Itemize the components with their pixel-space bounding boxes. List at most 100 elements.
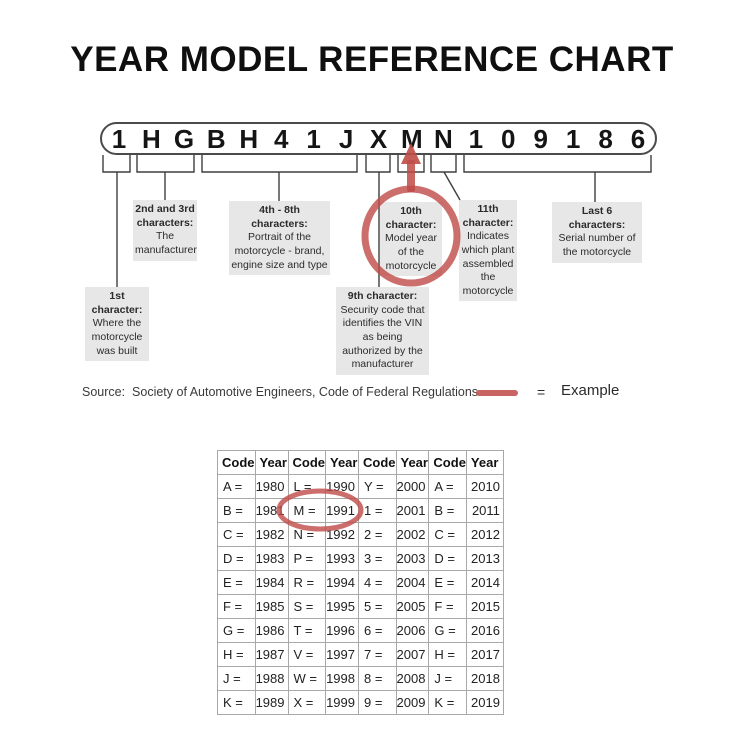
table-row: B = 1981 M = 1991 1 = 2001 B = 2011 bbox=[217, 498, 504, 523]
callout-heading: 9th character: bbox=[347, 290, 418, 302]
vin-character: 9 bbox=[533, 123, 548, 154]
code-cell: G = bbox=[428, 618, 467, 643]
year-cell: 1992 bbox=[325, 522, 359, 547]
callout-heading: 11th character: bbox=[462, 203, 514, 229]
vin-character: J bbox=[338, 123, 354, 154]
year-cell: 2012 bbox=[465, 522, 504, 547]
year-cell: 1990 bbox=[325, 474, 359, 499]
callout-heading: 10th character: bbox=[385, 205, 437, 231]
table-row: A = 1980 L = 1990 Y = 2000 A = 2010 bbox=[217, 474, 504, 499]
callout-body: Model year of the motorcycle bbox=[385, 232, 437, 272]
code-cell: 7 = bbox=[358, 642, 397, 667]
table-column-header: Year bbox=[465, 450, 504, 475]
table-row: J = 1988 W = 1998 8 = 2008 J = 2018 bbox=[217, 666, 504, 691]
code-cell: Y = bbox=[358, 474, 397, 499]
code-cell: K = bbox=[428, 690, 467, 715]
bracket-11th-char bbox=[430, 155, 457, 173]
year-cell: 1988 bbox=[254, 666, 289, 691]
vin-character: N bbox=[433, 123, 453, 154]
table-row: F = 1985 S = 1995 5 = 2005 F = 2015 bbox=[217, 594, 504, 619]
table-column-header: Code bbox=[428, 450, 467, 475]
callout-1st-character: 1st character: Where the motorcycle was … bbox=[85, 287, 149, 362]
year-cell: 1985 bbox=[254, 594, 289, 619]
year-cell: 2003 bbox=[395, 546, 430, 571]
vin-character: 1 bbox=[111, 123, 127, 154]
code-cell: 3 = bbox=[358, 546, 397, 571]
table-row: D = 1983 P = 1993 3 = 2003 D = 2013 bbox=[217, 546, 504, 571]
code-cell: S = bbox=[287, 594, 326, 619]
year-cell: 1980 bbox=[254, 474, 289, 499]
table-row: G = 1986 T = 1996 6 = 2006 G = 2016 bbox=[217, 618, 504, 643]
callout-body: The manufacturer bbox=[135, 230, 197, 256]
table-column-header: Year bbox=[395, 450, 430, 475]
bracket-1st-char bbox=[102, 155, 131, 173]
vin-character: 6 bbox=[630, 123, 646, 154]
year-cell: 1984 bbox=[254, 570, 289, 595]
page-title: YEAR MODEL REFERENCE CHART bbox=[70, 40, 674, 79]
example-label: Example bbox=[561, 382, 620, 399]
code-cell: E = bbox=[217, 570, 256, 595]
year-cell: 1986 bbox=[254, 618, 289, 643]
vin-character: 4 bbox=[273, 123, 289, 154]
table-column-header: Code bbox=[217, 450, 256, 475]
year-cell: 2006 bbox=[395, 618, 430, 643]
callout-9th-character: 9th character: Security code that identi… bbox=[336, 287, 429, 375]
code-cell: R = bbox=[287, 570, 326, 595]
table-row: C = 1982 N = 1992 2 = 2002 C = 2012 bbox=[217, 522, 504, 547]
code-cell: E = bbox=[428, 570, 467, 595]
table-column-header: Year bbox=[325, 450, 359, 475]
red-arrow-shaft bbox=[407, 160, 415, 192]
code-cell: A = bbox=[217, 474, 256, 499]
year-cell: 2001 bbox=[395, 498, 430, 523]
year-cell: 2019 bbox=[465, 690, 504, 715]
vin-character: 1 bbox=[468, 123, 484, 154]
year-cell: 1998 bbox=[325, 666, 359, 691]
vin-character: X bbox=[369, 123, 388, 154]
year-cell: 2005 bbox=[395, 594, 430, 619]
year-cell: 2011 bbox=[465, 498, 504, 523]
vin-character: 1 bbox=[306, 123, 321, 154]
bracket-last-6-chars bbox=[463, 155, 652, 173]
callout-4th-8th-characters: 4th - 8th characters: Portrait of the mo… bbox=[229, 201, 330, 276]
code-cell: J = bbox=[217, 666, 256, 691]
code-cell: G = bbox=[217, 618, 256, 643]
connector-11th-char bbox=[443, 171, 461, 201]
table-column-header: Year bbox=[254, 450, 289, 475]
callout-body: Indicates which plant assembled the moto… bbox=[461, 230, 515, 297]
year-cell: 1983 bbox=[254, 546, 289, 571]
year-cell: 1994 bbox=[325, 570, 359, 595]
vin-character: M bbox=[400, 123, 423, 154]
vin-character: H bbox=[142, 123, 161, 154]
year-cell: 1993 bbox=[325, 546, 359, 571]
callout-2nd-3rd-characters: 2nd and 3rd characters: The manufacturer bbox=[133, 200, 197, 261]
table-row: E = 1984 R = 1994 4 = 2004 E = 2014 bbox=[217, 570, 504, 595]
code-cell: F = bbox=[217, 594, 256, 619]
year-cell: 2015 bbox=[465, 594, 504, 619]
code-cell: A = bbox=[428, 474, 467, 499]
year-cell: 1999 bbox=[325, 690, 359, 715]
callout-body: Where the motorcycle was built bbox=[91, 317, 143, 357]
code-cell: W = bbox=[287, 666, 326, 691]
code-cell: H = bbox=[428, 642, 467, 667]
year-cell: 2000 bbox=[395, 474, 430, 499]
vin-character: H bbox=[239, 123, 259, 154]
table-row: K = 1989 X = 1999 9 = 2009 K = 2019 bbox=[217, 690, 504, 715]
year-cell: 1996 bbox=[325, 618, 359, 643]
code-cell: M = bbox=[287, 498, 326, 523]
code-cell: L = bbox=[287, 474, 326, 499]
table-column-header: Code bbox=[287, 450, 326, 475]
vin-character: 8 bbox=[598, 123, 613, 154]
code-cell: B = bbox=[217, 498, 256, 523]
code-cell: V = bbox=[287, 642, 326, 667]
code-cell: D = bbox=[217, 546, 256, 571]
code-cell: N = bbox=[287, 522, 326, 547]
year-cell: 2008 bbox=[395, 666, 430, 691]
vin-character: 1 bbox=[565, 123, 581, 154]
year-code-table: Code Year Code Year Code Year Code Year A = 1980… bbox=[217, 450, 504, 715]
callout-body: Portrait of the motorcycle - brand, engi… bbox=[231, 231, 328, 271]
callout-body: Security code that identifies the VIN as… bbox=[340, 303, 425, 371]
callout-heading: 1st character: bbox=[91, 290, 143, 316]
callout-heading: 4th - 8th characters: bbox=[251, 204, 308, 230]
